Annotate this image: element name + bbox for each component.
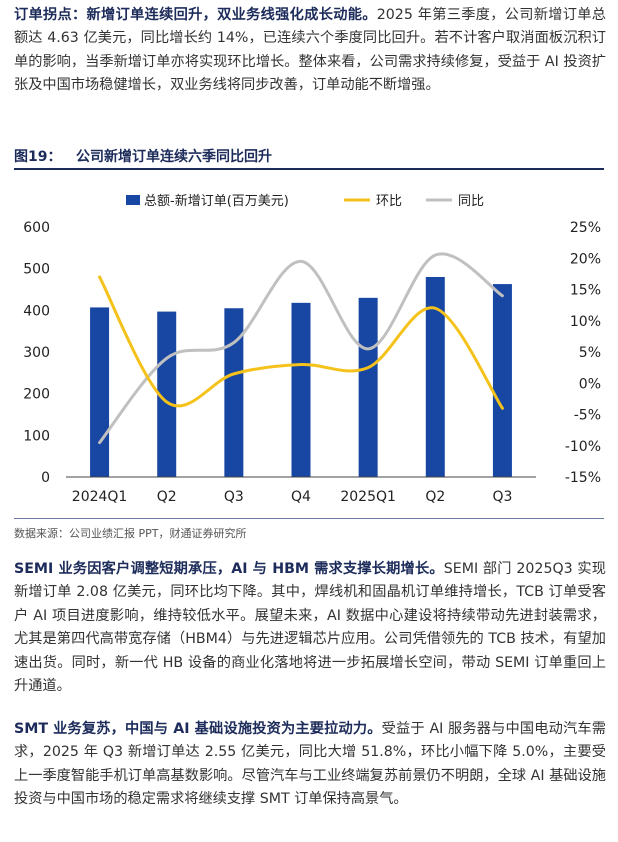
legend-label-yoy: 同比 [458,194,484,209]
intro-paragraph: 订单拐点：新增订单连续回升，双业务线强化成长动能。2025 年第三季度，公司新增… [14,4,606,98]
legend-swatch-orders [126,195,140,205]
x-tick-label: Q2 [425,489,445,505]
intro-lead: 订单拐点：新增订单连续回升，双业务线强化成长动能。 [14,7,377,23]
figure-caption: 公司新增订单连续六季同比回升 [76,149,272,165]
figure-title: 图19： 公司新增订单连续六季同比回升 [14,146,272,166]
left-tick-label: 200 [23,387,50,403]
right-tick-label: 10% [570,314,601,330]
bar-Q3 [492,284,512,477]
semi-lead: SEMI 业务因客户调整短期承压，AI 与 HBM 需求支撑长期增长。 [14,561,444,577]
bar-Q2 [425,277,445,477]
bar-2024Q1 [90,307,110,477]
smt-paragraph: SMT 业务复苏，中国与 AI 基础设施投资为主要拉动力。受益于 AI 服务器与… [14,718,606,812]
right-tick-label: 5% [579,345,601,361]
x-tick-label: Q3 [492,489,512,505]
bar-Q2 [157,311,177,477]
x-tick-label: Q2 [157,489,177,505]
legend-label-qoq: 环比 [376,194,402,209]
right-tick-label: 20% [570,251,601,267]
x-tick-label: 2025Q1 [340,489,396,505]
figure-source: 数据来源：公司业绩汇报 PPT，财通证券研究所 [14,527,247,540]
right-tick-label: 0% [579,376,601,392]
smt-lead: SMT 业务复苏，中国与 AI 基础设施投资为主要拉动力。 [14,721,382,737]
intro-body: 2025 年第三季度，公司新增订单总额达 4.63 亿美元，同比增长约 14%，… [14,7,606,94]
left-tick-label: 400 [23,303,50,319]
left-tick-label: 500 [23,262,50,278]
orders-chart: 总额-新增订单(百万美元) 环比 同比 0100200300400500600 … [23,193,601,505]
right-tick-label: 15% [570,283,601,299]
bar-Q4 [291,302,311,477]
legend: 总额-新增订单(百万美元) 环比 同比 [126,193,484,209]
figure-top-rule [14,168,604,170]
line-qoq [98,275,504,410]
right-tick-label: 25% [570,220,601,236]
bar-2025Q1 [358,297,378,477]
line-yoy [98,252,504,445]
left-tick-label: 100 [23,428,50,444]
bar-Q3 [224,308,244,477]
figure-bottom-rule [14,518,604,519]
legend-label-orders: 总额-新增订单(百万美元) [144,193,289,209]
left-tick-label: 600 [23,220,50,236]
x-tick-label: Q3 [224,489,244,505]
right-tick-label: -15% [565,470,601,486]
left-tick-label: 0 [41,470,50,486]
semi-body: SEMI 部门 2025Q3 实现新增订单 2.08 亿美元，同环比均下降。其中… [14,561,606,695]
figure-label: 图19： [14,149,62,165]
left-tick-label: 300 [23,345,50,361]
right-tick-label: -10% [565,439,601,455]
semi-paragraph: SEMI 业务因客户调整短期承压，AI 与 HBM 需求支撑长期增长。SEMI … [14,558,606,698]
x-tick-label: 2024Q1 [72,489,128,505]
right-tick-label: -5% [574,408,601,424]
smt-body: 受益于 AI 服务器与中国电动汽车需求，2025 年 Q3 新增订单达 2.55… [14,721,606,808]
x-tick-label: Q4 [291,489,311,505]
